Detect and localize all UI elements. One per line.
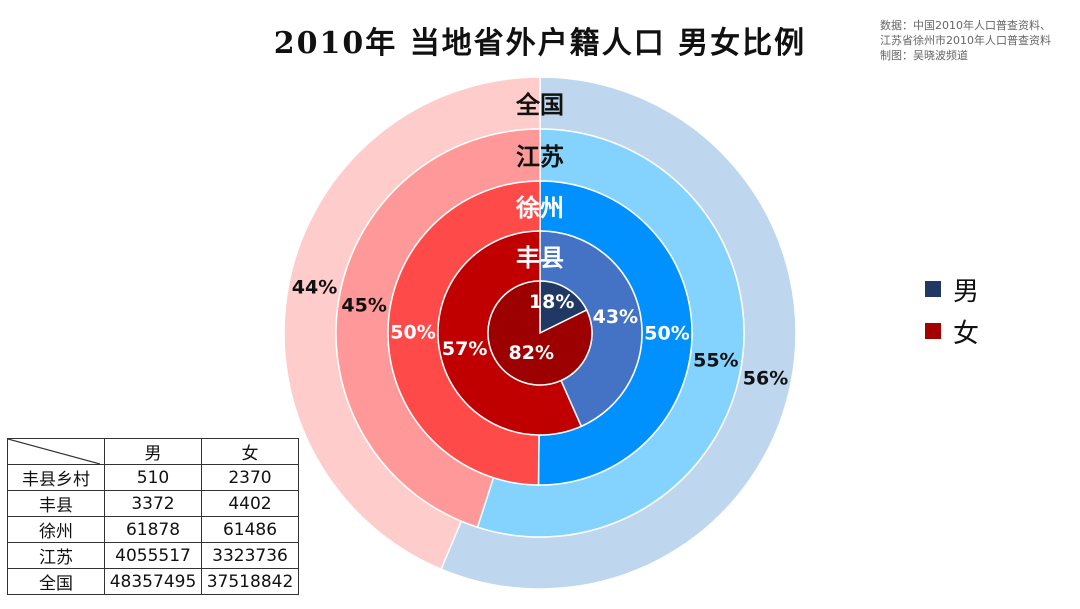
ring-label: 全国 <box>515 91 564 119</box>
source-line: 江苏省徐州市2010年人口普查资料 <box>880 34 1051 47</box>
legend-label-male: 男 <box>953 276 980 307</box>
cell-female: 3323736 <box>201 542 299 569</box>
legend-swatch-female <box>925 323 941 339</box>
table-header-row: 男 女 <box>7 438 299 465</box>
percent-label-male: 56% <box>743 367 788 389</box>
percent-label-male: 55% <box>693 350 738 372</box>
percent-label-male: 43% <box>593 306 638 328</box>
table-row: 徐州 61878 61486 <box>7 516 299 543</box>
legend-item-male: 男 <box>925 268 979 310</box>
cell-female: 2370 <box>201 464 299 491</box>
table-row: 全国 48357495 37518842 <box>7 568 299 595</box>
row-label: 徐州 <box>7 516 105 543</box>
cell-female: 37518842 <box>201 568 299 595</box>
cell-male: 61878 <box>104 516 202 543</box>
table-row: 丰县 3372 4402 <box>7 490 299 517</box>
cell-male: 4055517 <box>104 542 202 569</box>
source-line: 数据：中国2010年人口普查资料、 <box>880 19 1051 32</box>
table-header-male: 男 <box>104 438 202 465</box>
row-label: 丰县乡村 <box>7 464 105 491</box>
percent-label-female: 82% <box>509 342 554 364</box>
cell-female: 61486 <box>201 516 299 543</box>
cell-male: 48357495 <box>104 568 202 595</box>
table-corner-cell <box>7 438 105 465</box>
source-note: 数据：中国2010年人口普查资料、 江苏省徐州市2010年人口普查资料 制图：吴… <box>880 18 1051 63</box>
percent-label-male: 50% <box>644 323 689 345</box>
cell-male: 3372 <box>104 490 202 517</box>
ring-label: 丰县 <box>516 244 564 272</box>
diagonal-line <box>8 439 100 464</box>
percent-label-female: 45% <box>341 294 386 316</box>
percent-label-female: 44% <box>292 277 337 299</box>
legend-item-female: 女 <box>925 310 979 352</box>
cell-female: 4402 <box>201 490 299 517</box>
cell-male: 510 <box>104 464 202 491</box>
table-header-female: 女 <box>201 438 299 465</box>
ring-label: 江苏 <box>516 143 564 171</box>
table-row: 江苏 4055517 3323736 <box>7 542 299 569</box>
source-line: 制图：吴晓波频道 <box>880 49 968 62</box>
row-label: 丰县 <box>7 490 105 517</box>
donut-segment-male <box>539 280 588 335</box>
row-label: 全国 <box>7 568 105 595</box>
donut-segment-female <box>487 280 593 386</box>
percent-label-female: 57% <box>442 338 487 360</box>
legend-label-female: 女 <box>953 318 980 349</box>
percent-label-male: 18% <box>529 291 574 313</box>
legend: 男 女 <box>925 268 979 352</box>
chart-title: 2010年 当地省外户籍人口 男女比例 <box>273 26 807 61</box>
table-row: 丰县乡村 510 2370 <box>7 464 299 491</box>
percent-label-female: 50% <box>390 321 435 343</box>
legend-swatch-male <box>925 281 941 297</box>
row-label: 江苏 <box>7 542 105 569</box>
data-table: 男 女 丰县乡村 510 2370 丰县 3372 4402 徐州 61878 … <box>7 438 299 595</box>
ring-label: 徐州 <box>515 194 564 222</box>
